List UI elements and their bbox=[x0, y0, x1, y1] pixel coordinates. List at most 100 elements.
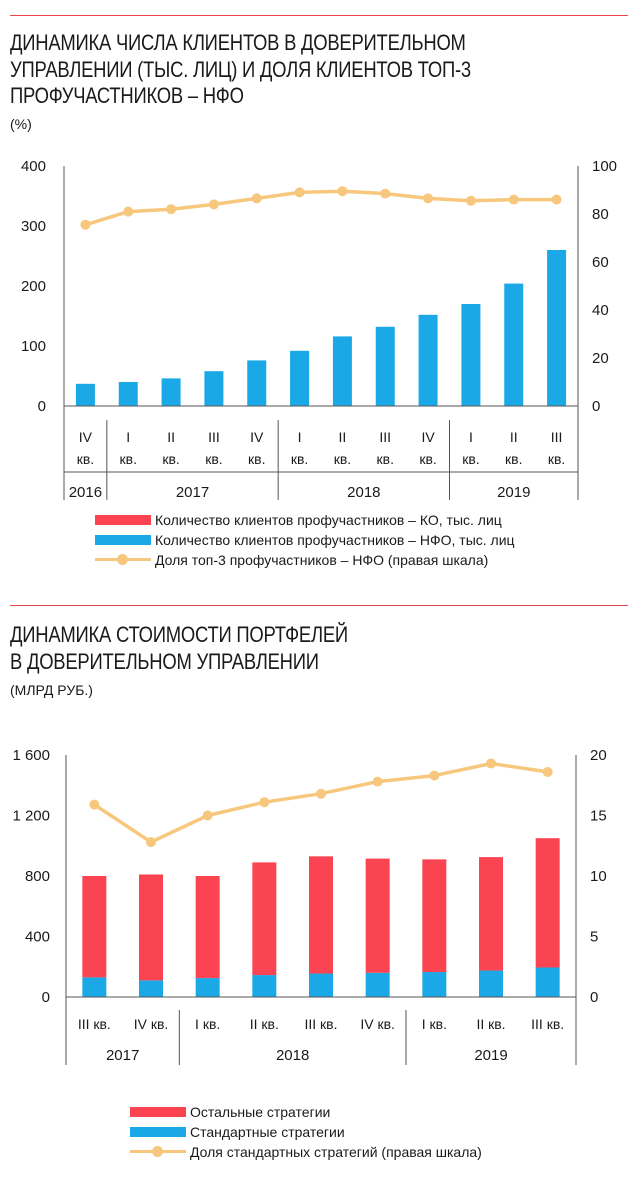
chart1-share-point bbox=[508, 194, 519, 205]
chart1-share-point bbox=[251, 193, 262, 204]
chart2-title: ДИНАМИКА СТОИМОСТИ ПОРТФЕЛЕЙ В ДОВЕРИТЕЛ… bbox=[10, 622, 518, 675]
chart2-bar bbox=[535, 838, 560, 968]
chart1-y2-tick-label: 100 bbox=[592, 158, 617, 175]
legend-label: Стандартные стратегии bbox=[190, 1124, 345, 1140]
chart1-y-tick-label: 0 bbox=[38, 398, 46, 415]
legend-line-swatch bbox=[95, 552, 151, 568]
chart1-category-label: I bbox=[469, 429, 473, 445]
chart1-bar bbox=[332, 336, 352, 406]
chart1-bar bbox=[161, 378, 181, 406]
legend-swatch bbox=[95, 535, 151, 545]
chart1-year-label: 2019 bbox=[497, 484, 530, 501]
chart1-share-point bbox=[123, 206, 134, 217]
chart1-category-label: кв. bbox=[77, 451, 94, 467]
chart1-category-label: IV bbox=[421, 429, 435, 445]
chart2-title-line-1: ДИНАМИКА СТОИМОСТИ ПОРТФЕЛЕЙ bbox=[10, 622, 348, 647]
chart2-y-tick-label: 800 bbox=[25, 868, 50, 885]
chart2-category-label: III кв. bbox=[78, 1016, 111, 1032]
chart2-category-label: IV кв. bbox=[134, 1016, 169, 1032]
legend-label: Количество клиентов профучастников – КО,… bbox=[155, 512, 502, 528]
chart1-bar bbox=[375, 326, 395, 406]
chart1-bar bbox=[504, 283, 524, 406]
chart2-legend: Остальные стратегии Стандартные стратегии… bbox=[0, 1104, 643, 1166]
chart1-category-label: кв. bbox=[548, 451, 565, 467]
chart1-category-label: II bbox=[167, 429, 175, 445]
chart1-legend: Количество клиентов профучастников – КО,… bbox=[0, 512, 643, 574]
legend-swatch bbox=[95, 515, 151, 525]
chart2-y2-tick-label: 15 bbox=[590, 808, 607, 825]
chart1-y2-tick-label: 80 bbox=[592, 206, 609, 223]
chart1-year-label: 2017 bbox=[176, 484, 209, 501]
chart1-unit: (%) bbox=[10, 116, 32, 132]
section-divider-2 bbox=[10, 605, 628, 606]
chart2-y-tick-label: 1 600 bbox=[12, 747, 50, 764]
chart1-category-label: кв. bbox=[162, 451, 179, 467]
chart2-share-line bbox=[93, 761, 548, 844]
chart1-y-tick-label: 400 bbox=[21, 158, 46, 175]
chart1-share-point bbox=[166, 204, 177, 215]
chart2-category-label: I кв. bbox=[195, 1016, 220, 1032]
chart2-bar bbox=[195, 978, 220, 997]
chart1-category-label: II bbox=[339, 429, 347, 445]
legend-swatch bbox=[130, 1107, 186, 1117]
chart2-bar bbox=[309, 973, 333, 997]
chart2-share-point bbox=[146, 837, 156, 848]
legend1-item: Количество клиентов профучастников – КО,… bbox=[95, 512, 502, 528]
chart1-share-point bbox=[337, 186, 348, 197]
legend-label: Доля топ-3 профучастников – НФО (правая … bbox=[155, 552, 489, 568]
chart2-category-label: III кв. bbox=[531, 1016, 564, 1032]
chart1-y2-tick-label: 20 bbox=[592, 350, 609, 367]
legend1-item: Доля топ-3 профучастников – НФО (правая … bbox=[95, 552, 488, 568]
chart1-category-label: II bbox=[510, 429, 518, 445]
chart2-year-label: 2019 bbox=[474, 1047, 507, 1064]
chart1-category-label: IV bbox=[250, 429, 264, 445]
chart1-category-label: кв. bbox=[248, 451, 265, 467]
chart2-share-point bbox=[372, 776, 383, 787]
chart2-bar bbox=[82, 876, 107, 978]
chart2-y-tick-label: 400 bbox=[25, 929, 50, 946]
legend-label: Остальные стратегии bbox=[190, 1104, 331, 1120]
legend-label: Количество клиентов профучастников – НФО… bbox=[155, 532, 515, 548]
chart2-share-point bbox=[486, 758, 496, 769]
chart2-bar bbox=[309, 856, 333, 974]
chart1-share-point bbox=[80, 219, 91, 230]
chart2-svg: 0 400 800 1 200 1 600 0 5 10 15 20 III кв. IV кв. I … bbox=[12, 747, 607, 1065]
chart2-share-point bbox=[316, 788, 326, 799]
chart1-category-label: кв. bbox=[291, 451, 308, 467]
chart1-bar bbox=[247, 360, 267, 406]
legend2-item: Остальные стратегии bbox=[130, 1104, 330, 1120]
legend2-item: Доля стандартных стратегий (правая шкала… bbox=[130, 1144, 482, 1160]
chart1-category-label: кв. bbox=[377, 451, 394, 467]
chart2-title-line-2: В ДОВЕРИТЕЛЬНОМ УПРАВЛЕНИИ bbox=[10, 648, 319, 674]
chart1-title-line-2: УПРАВЛЕНИИ (ТЫС. ЛИЦ) И ДОЛЯ КЛИЕНТОВ ТО… bbox=[10, 56, 471, 82]
chart2-bar bbox=[365, 972, 390, 997]
chart2-bar bbox=[479, 857, 503, 971]
chart2-share-point bbox=[259, 797, 270, 808]
chart1-bar bbox=[547, 250, 567, 406]
chart1-svg: 0100200300400020406080100IVкв.Iкв.IIкв.I… bbox=[21, 158, 617, 501]
chart2-bar bbox=[422, 859, 447, 973]
chart2-y2-tick-label: 0 bbox=[590, 989, 598, 1006]
legend2-item: Стандартные стратегии bbox=[130, 1124, 345, 1140]
chart1-share-point bbox=[294, 187, 305, 198]
chart1-year-label: 2016 bbox=[69, 484, 102, 501]
chart1-category-label: III bbox=[551, 429, 563, 445]
chart1-y2-tick-label: 40 bbox=[592, 302, 609, 319]
chart1-bar bbox=[118, 382, 138, 406]
chart2-category-label: I кв. bbox=[422, 1016, 447, 1032]
chart1-category-label: I bbox=[126, 429, 130, 445]
chart2-y-tick-label: 0 bbox=[42, 989, 50, 1006]
section-divider-1 bbox=[10, 15, 628, 16]
chart2-bar bbox=[422, 972, 447, 997]
chart2-category-label: II кв. bbox=[476, 1016, 505, 1032]
chart2-y2-tick-label: 20 bbox=[590, 747, 607, 764]
chart1-y2-tick-label: 60 bbox=[592, 254, 609, 271]
chart2-share-point bbox=[429, 770, 440, 781]
chart1-y2-tick-label: 0 bbox=[592, 398, 600, 415]
chart2-year-label: 2017 bbox=[106, 1047, 139, 1064]
legend-label: Доля стандартных стратегий (правая шкала… bbox=[190, 1144, 482, 1160]
chart1-bar bbox=[204, 371, 224, 406]
chart1-y-tick-label: 200 bbox=[21, 278, 46, 295]
chart1-category-label: кв. bbox=[462, 451, 479, 467]
chart2-share-point bbox=[202, 810, 213, 821]
